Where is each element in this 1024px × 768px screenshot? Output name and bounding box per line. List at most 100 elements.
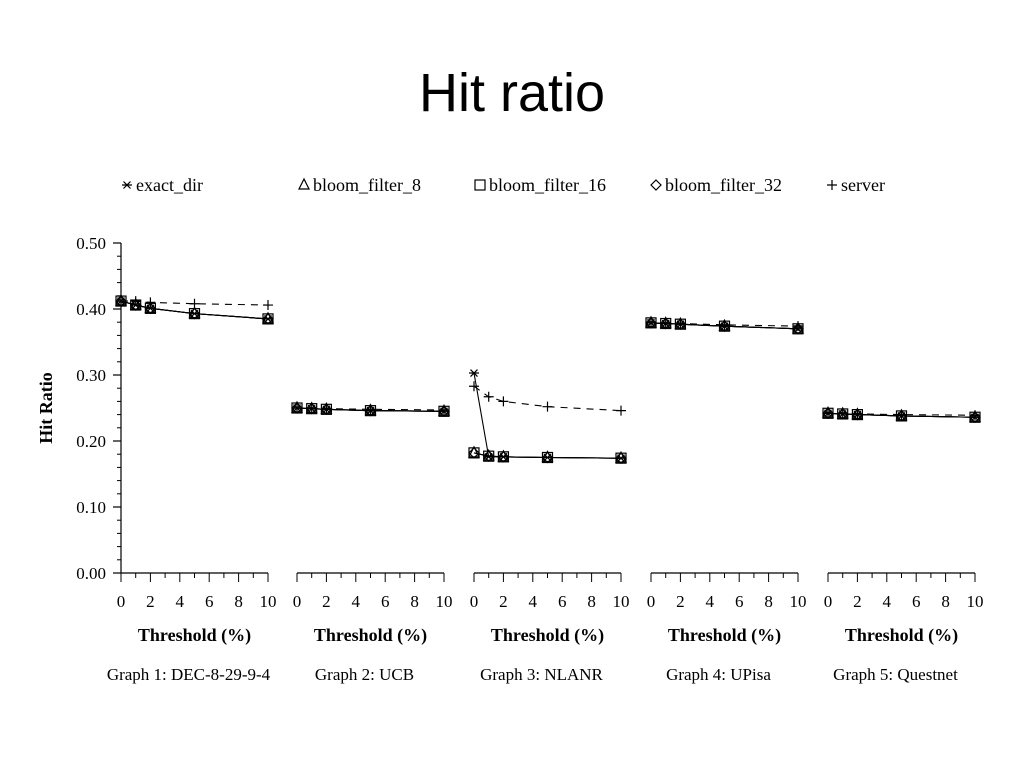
point-bloom_filter_32: [320, 403, 333, 416]
legend-marker-square: [474, 179, 486, 191]
x-axis-label: Threshold (%): [314, 625, 427, 646]
series-line-exact_dir: [473, 372, 622, 459]
point-bloom_filter_8: [144, 300, 157, 313]
legend-label: exact_dir: [136, 175, 203, 195]
x-axis-label: Threshold (%): [845, 625, 958, 646]
point-bloom_filter_32: [615, 452, 627, 465]
point-server: [823, 408, 833, 419]
x-axis-label: Threshold (%): [491, 625, 604, 646]
legend-item: [474, 179, 486, 191]
point-bloom_filter_8: [188, 306, 201, 319]
point-server: [306, 403, 317, 414]
legend-marker-asterisk: [122, 181, 132, 189]
point-server: [675, 318, 686, 329]
x-tick-label: 8: [234, 592, 243, 611]
point-bloom_filter_32: [541, 451, 554, 464]
point-bloom_filter_32: [674, 318, 687, 331]
point-exact_dir: [469, 369, 479, 377]
x-tick-label: 4: [176, 592, 185, 611]
point-bloom_filter_32: [851, 408, 864, 421]
x-tick-label: 0: [293, 592, 302, 611]
point-server: [837, 408, 848, 419]
legend-item: [650, 179, 662, 191]
x-tick-label: 6: [205, 592, 214, 611]
point-bloom_filter_32: [129, 299, 142, 311]
point-server: [145, 297, 156, 308]
y-tick-label: 0.40: [76, 300, 106, 319]
x-tick-label: 4: [352, 592, 361, 611]
y-tick-label: 0.00: [76, 564, 106, 583]
point-server: [852, 408, 863, 419]
point-server: [793, 321, 803, 332]
point-bloom_filter_32: [792, 322, 804, 335]
x-tick-label: 10: [613, 592, 630, 611]
legend-label: bloom_filter_8: [313, 175, 421, 195]
panel-5: [822, 405, 981, 582]
point-server: [616, 405, 626, 416]
y-tick-label: 0.30: [76, 366, 106, 385]
page-title: Hit ratio: [418, 63, 606, 123]
x-tick-label: 6: [558, 592, 567, 611]
panel-2: [291, 400, 450, 582]
x-tick-label: 10: [967, 592, 984, 611]
panel-caption: Graph 3: NLANR: [480, 665, 603, 684]
point-bloom_filter_8: [129, 297, 142, 310]
point-server: [896, 409, 907, 420]
point-server: [542, 401, 553, 412]
legend-marker-triangle: [298, 177, 310, 190]
point-server: [189, 298, 200, 309]
point-server: [646, 317, 656, 328]
x-tick-label: 10: [436, 592, 453, 611]
point-server: [116, 296, 126, 307]
x-tick-label: 0: [647, 592, 656, 611]
panel-1: [115, 293, 274, 582]
x-tick-label: 2: [676, 592, 685, 611]
point-bloom_filter_8: [541, 450, 554, 463]
y-tick-label: 0.10: [76, 498, 106, 517]
y-axis-label: Hit Ratio: [36, 372, 56, 444]
legend-marker-plus: [827, 180, 837, 190]
point-bloom_filter_32: [468, 447, 480, 459]
x-axis-label: Threshold (%): [138, 625, 251, 646]
legend-item: [298, 177, 310, 190]
point-bloom_filter_8: [969, 409, 981, 422]
point-server: [321, 403, 332, 414]
point-bloom_filter_8: [262, 311, 274, 324]
point-server: [498, 396, 509, 407]
x-tick-label: 8: [941, 592, 950, 611]
x-tick-label: 2: [322, 592, 331, 611]
x-tick-label: 0: [824, 592, 833, 611]
point-bloom_filter_32: [188, 307, 201, 320]
point-server: [292, 403, 302, 413]
x-tick-label: 4: [706, 592, 715, 611]
point-server: [469, 381, 479, 392]
point-bloom_filter_8: [468, 445, 480, 458]
point-server: [439, 404, 449, 415]
point-server: [719, 319, 730, 330]
panel-caption: Graph 5: Questnet: [833, 665, 958, 684]
x-tick-label: 2: [853, 592, 862, 611]
x-tick-label: 6: [912, 592, 921, 611]
x-tick-label: 0: [470, 592, 479, 611]
x-tick-label: 6: [381, 592, 390, 611]
y-tick-label: 0.50: [76, 234, 106, 253]
legend-label: bloom_filter_32: [665, 175, 782, 195]
legend-marker-diamond: [650, 179, 662, 191]
x-tick-label: 10: [790, 592, 807, 611]
panel-caption: Graph 4: UPisa: [666, 665, 771, 684]
point-bloom_filter_32: [482, 450, 495, 463]
x-tick-label: 2: [146, 592, 155, 611]
panel-caption: Graph 2: UCB: [315, 665, 414, 684]
point-bloom_filter_8: [615, 450, 627, 463]
point-bloom_filter_8: [792, 321, 804, 334]
point-bloom_filter_8: [497, 449, 510, 462]
point-bloom_filter_32: [262, 313, 274, 325]
point-server: [483, 391, 494, 402]
point-server: [263, 300, 273, 311]
x-tick-label: 2: [499, 592, 508, 611]
point-server: [660, 318, 671, 329]
x-tick-label: 10: [260, 592, 277, 611]
legend-label: bloom_filter_16: [489, 175, 606, 195]
legend-item: [122, 181, 132, 189]
